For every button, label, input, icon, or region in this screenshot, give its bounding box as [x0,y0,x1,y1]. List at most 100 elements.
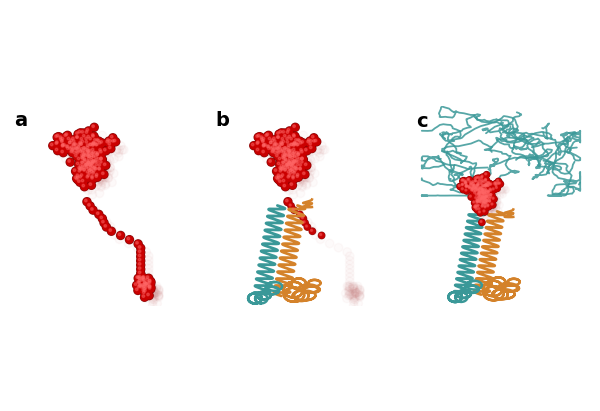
Circle shape [461,183,464,185]
Circle shape [143,288,149,295]
Circle shape [299,150,306,156]
Circle shape [465,181,467,183]
Circle shape [293,161,296,164]
Circle shape [288,154,295,161]
Circle shape [492,197,494,199]
Circle shape [91,141,99,149]
Circle shape [79,150,82,152]
Circle shape [482,200,487,206]
Circle shape [143,281,151,289]
Circle shape [79,167,81,170]
Circle shape [62,143,68,149]
Circle shape [55,133,63,141]
Circle shape [464,180,466,182]
Circle shape [489,188,491,190]
Circle shape [481,199,482,201]
Circle shape [463,180,469,186]
Circle shape [91,158,98,166]
Circle shape [475,199,481,205]
Circle shape [481,192,487,196]
Circle shape [296,150,304,158]
Circle shape [284,152,292,160]
Circle shape [478,178,483,183]
Circle shape [94,162,101,169]
Circle shape [107,142,113,148]
Circle shape [98,156,106,164]
Circle shape [281,163,289,171]
Circle shape [290,161,293,164]
Circle shape [109,229,112,231]
Circle shape [291,142,299,150]
Circle shape [285,164,287,166]
Circle shape [95,153,98,156]
Circle shape [484,190,490,196]
Circle shape [272,147,279,153]
Circle shape [133,281,140,289]
Circle shape [305,148,307,151]
Circle shape [255,139,263,147]
Circle shape [484,183,490,188]
Circle shape [486,195,488,197]
Circle shape [144,282,151,288]
Circle shape [289,164,292,166]
Circle shape [86,167,95,175]
Circle shape [78,140,85,147]
Circle shape [473,188,479,193]
Circle shape [59,139,66,145]
Circle shape [277,148,280,150]
Circle shape [94,139,96,141]
Circle shape [291,161,298,168]
Circle shape [147,283,155,291]
Circle shape [280,175,283,178]
Circle shape [98,139,106,147]
Circle shape [476,195,483,201]
Circle shape [269,140,275,147]
Circle shape [481,191,484,193]
Circle shape [484,184,488,189]
Circle shape [262,144,265,146]
Circle shape [87,153,89,156]
Circle shape [79,166,86,174]
Circle shape [465,185,467,187]
Circle shape [288,162,290,164]
Circle shape [461,187,466,192]
Circle shape [292,141,300,149]
Circle shape [81,165,88,172]
Circle shape [112,140,114,142]
Circle shape [299,168,301,170]
Circle shape [297,139,299,141]
Circle shape [473,206,475,208]
Circle shape [145,277,152,284]
Circle shape [296,153,299,156]
Circle shape [291,159,293,161]
Circle shape [475,190,476,192]
Circle shape [282,157,285,159]
Circle shape [139,284,146,292]
Circle shape [270,138,277,145]
Circle shape [76,143,83,152]
Circle shape [86,148,94,156]
Circle shape [91,165,99,173]
Circle shape [284,163,291,169]
Circle shape [97,147,105,155]
Circle shape [472,190,479,196]
Circle shape [281,139,288,146]
Circle shape [283,134,289,140]
Circle shape [482,199,488,206]
Circle shape [293,138,300,144]
Circle shape [479,182,485,187]
Circle shape [279,141,287,149]
Circle shape [484,198,491,204]
Circle shape [146,282,149,284]
Circle shape [483,197,490,204]
Circle shape [305,139,313,147]
Circle shape [484,189,490,194]
Circle shape [289,181,296,189]
Circle shape [482,198,488,203]
Circle shape [469,186,475,192]
Circle shape [288,161,290,164]
Circle shape [298,139,301,142]
Circle shape [269,140,275,147]
Circle shape [301,216,306,221]
Circle shape [67,137,70,140]
